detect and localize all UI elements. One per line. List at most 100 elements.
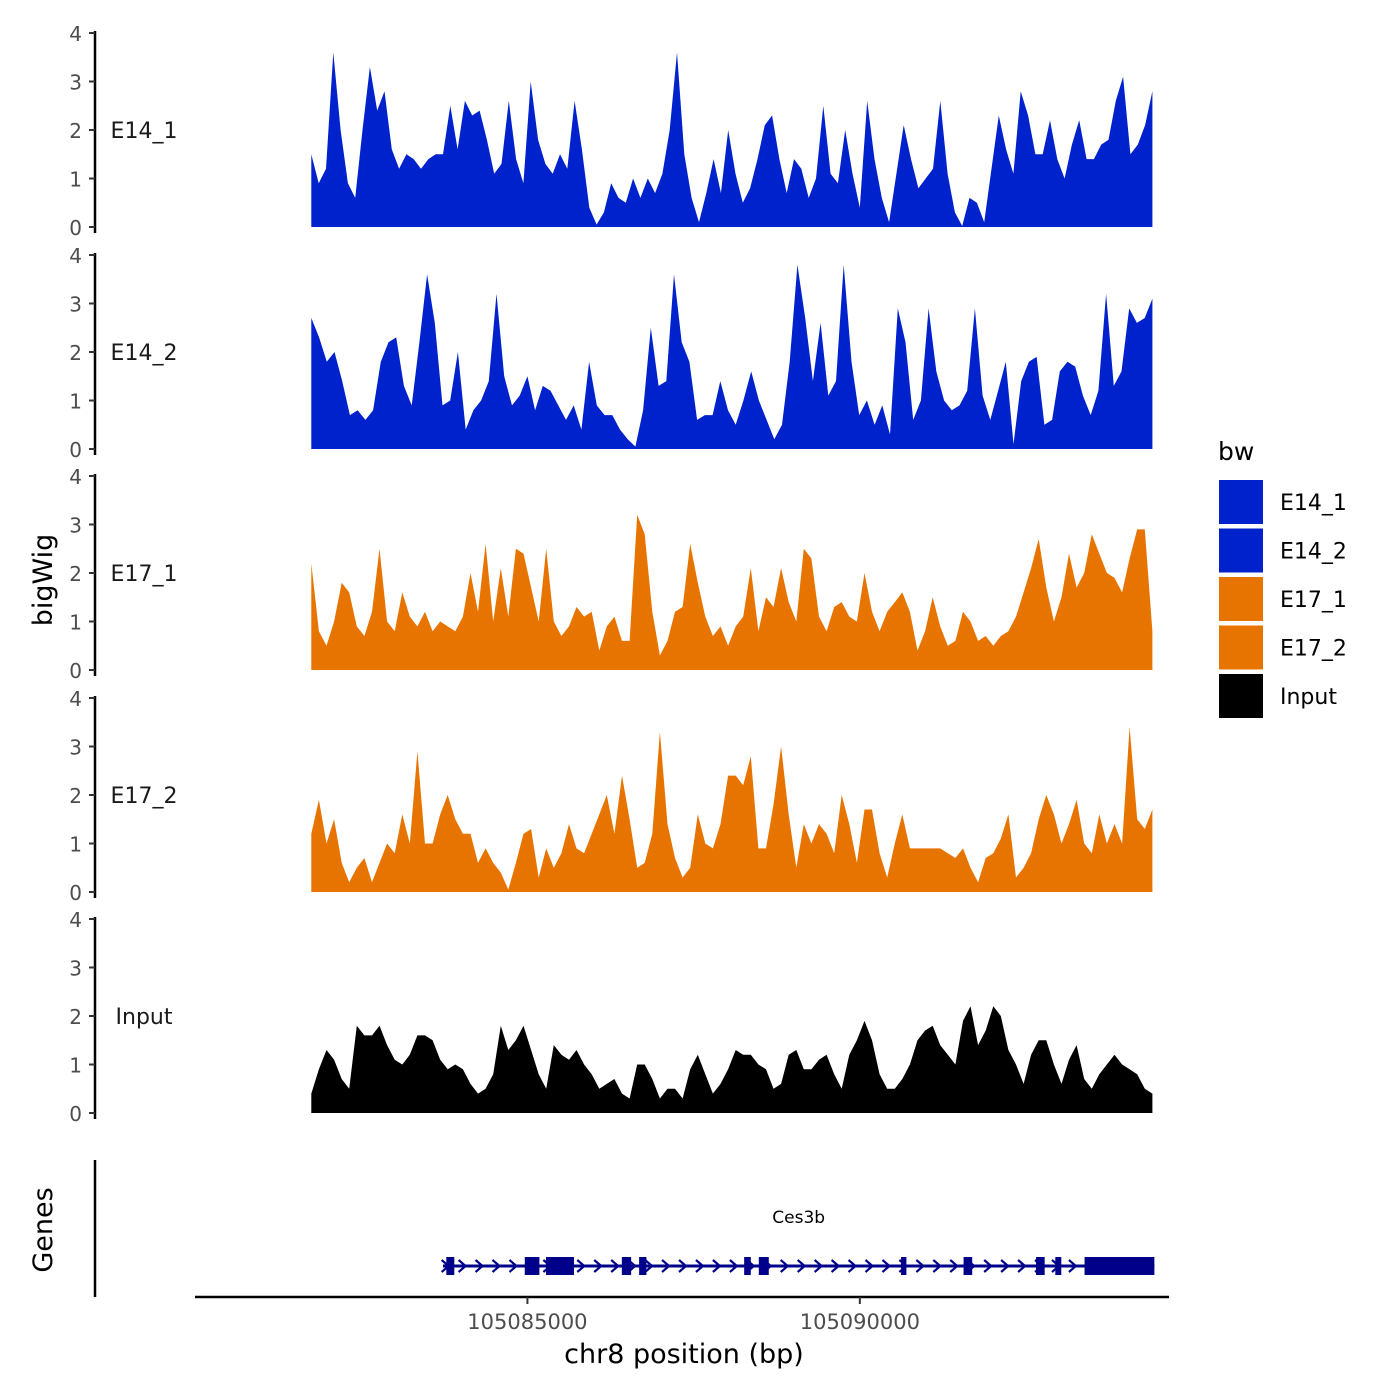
exon-5 xyxy=(639,1257,647,1275)
y-tick-label-e17-1-0: 0 xyxy=(69,659,82,683)
area-e14-1 xyxy=(311,52,1153,228)
y-tick-label-e17-1-3: 3 xyxy=(69,514,82,538)
track-e14-2: 0 1 2 3 4 E14_2 xyxy=(69,244,1153,462)
strand-arrow xyxy=(915,1259,926,1273)
legend-label-e17-1: E17_1 xyxy=(1280,588,1347,613)
legend-label-e14-1: E14_1 xyxy=(1280,491,1347,516)
legend-key-e14-1 xyxy=(1219,480,1263,524)
track-input: 0 1 2 3 4 Input xyxy=(69,908,1153,1126)
y-tick-label-e14-2-0: 0 xyxy=(69,438,82,462)
track-e14-1: 0 1 2 3 4 E14_1 xyxy=(69,22,1153,240)
y-tick-label-e14-2-1: 1 xyxy=(69,390,82,414)
strand-arrow xyxy=(576,1259,586,1273)
strand-arrow xyxy=(830,1259,841,1273)
y-tick-label-input-2: 2 xyxy=(69,1005,82,1029)
y-tick-label-e14-1-0: 0 xyxy=(69,216,82,240)
gene-label: Ces3b xyxy=(772,1208,825,1228)
track-label-e17-1: E17_1 xyxy=(111,562,178,587)
y-tick-label-e17-1-2: 2 xyxy=(69,562,82,586)
gene-panel: Ces3b xyxy=(93,1160,1155,1297)
exon-12 xyxy=(1084,1257,1155,1275)
exon-11 xyxy=(1055,1257,1062,1275)
exon-8 xyxy=(901,1257,907,1275)
track-label-e17-2: E17_2 xyxy=(111,784,178,809)
strand-arrow xyxy=(864,1259,875,1273)
track-label-e14-2: E14_2 xyxy=(111,341,178,366)
y-tick-label-input-0: 0 xyxy=(69,1102,82,1126)
strand-arrow xyxy=(644,1259,654,1273)
y-tick-label-e17-2-0: 0 xyxy=(69,881,82,905)
strand-arrow xyxy=(1068,1259,1078,1273)
track-label-e14-1: E14_1 xyxy=(111,119,178,144)
y-tick-label-e17-1-4: 4 xyxy=(69,465,82,489)
area-e17-2 xyxy=(311,727,1153,892)
exon-6 xyxy=(744,1257,751,1275)
strand-arrow xyxy=(847,1259,858,1273)
legend-label-input: Input xyxy=(1280,685,1337,710)
y-tick-label-e14-1-1: 1 xyxy=(69,168,82,192)
strand-arrow xyxy=(796,1259,807,1273)
y-tick-label-input-1: 1 xyxy=(69,1054,82,1078)
strand-arrow xyxy=(508,1259,519,1273)
strand-arrow xyxy=(729,1259,739,1273)
legend-key-e17-2 xyxy=(1219,625,1263,670)
strand-arrow xyxy=(932,1259,942,1273)
exon-7 xyxy=(758,1257,769,1275)
legend-title: bw xyxy=(1218,437,1254,466)
track-e17-2: 0 1 2 3 4 E17_2 xyxy=(69,687,1153,905)
legend: bw E14_1 E14_2 E17_1 E17_2 Input xyxy=(1218,437,1347,718)
strand-arrow xyxy=(661,1259,671,1273)
y-tick-label-e17-2-1: 1 xyxy=(69,833,82,857)
x-tick-label-105085000: 105085000 xyxy=(467,1310,587,1334)
exon-2 xyxy=(524,1257,540,1275)
area-e17-1 xyxy=(311,514,1153,670)
gene-ces3b: Ces3b xyxy=(440,1208,1155,1275)
strand-arrow xyxy=(1017,1259,1027,1273)
exon-1 xyxy=(446,1257,455,1275)
y-tick-label-e17-2-2: 2 xyxy=(69,784,82,808)
legend-key-input xyxy=(1219,674,1263,718)
strand-arrow xyxy=(695,1259,705,1273)
strand-arrow xyxy=(678,1259,688,1273)
y-tick-label-e14-1-2: 2 xyxy=(69,119,82,143)
strand-arrow xyxy=(780,1259,790,1273)
exon-10 xyxy=(1036,1257,1045,1275)
area-e14-2 xyxy=(311,264,1153,449)
strand-arrow xyxy=(881,1259,892,1273)
y-tick-label-e17-2-4: 4 xyxy=(69,687,82,711)
y-axis-title: bigWig xyxy=(28,534,59,627)
y-tick-label-input-4: 4 xyxy=(69,908,82,932)
track-label-input: Input xyxy=(116,1005,173,1030)
strand-arrow xyxy=(610,1259,620,1273)
legend-label-e14-2: E14_2 xyxy=(1280,540,1347,565)
strand-arrow xyxy=(593,1259,603,1273)
y-tick-label-input-3: 3 xyxy=(69,957,82,981)
x-tick-label-105090000: 105090000 xyxy=(800,1310,920,1334)
legend-key-e17-1 xyxy=(1219,577,1263,621)
strand-arrow xyxy=(949,1259,959,1273)
signal-tracks: 0 1 2 3 4 E14_1 0 1 2 3 4 E14_2 0 1 2 3 4 E17_1 0 1 2 3 4 E17_2… xyxy=(69,22,1153,1126)
y-tick-label-e14-1-4: 4 xyxy=(69,22,82,46)
strand-arrow xyxy=(491,1259,502,1273)
strand-arrow xyxy=(457,1259,468,1273)
strand-arrow xyxy=(712,1259,722,1273)
genes-axis-title: Genes xyxy=(28,1187,59,1272)
legend-key-e14-2 xyxy=(1219,528,1263,573)
y-tick-label-e14-2-4: 4 xyxy=(69,244,82,268)
legend-label-e17-2: E17_2 xyxy=(1280,637,1347,662)
strand-arrow xyxy=(1000,1259,1010,1273)
y-tick-label-e17-2-3: 3 xyxy=(69,736,82,760)
y-tick-label-e14-2-3: 3 xyxy=(69,293,82,317)
strand-arrow xyxy=(474,1259,485,1273)
y-tick-label-e14-2-2: 2 xyxy=(69,341,82,365)
strand-arrow xyxy=(813,1259,824,1273)
x-axis-title: chr8 position (bp) xyxy=(564,1339,804,1370)
y-tick-label-e14-1-3: 3 xyxy=(69,71,82,95)
track-e17-1: 0 1 2 3 4 E17_1 xyxy=(69,465,1153,683)
exon-3 xyxy=(546,1257,574,1275)
x-axis: 105085000 105090000 xyxy=(195,1295,1169,1334)
y-tick-label-e17-1-1: 1 xyxy=(69,611,82,635)
exon-4 xyxy=(621,1257,632,1275)
area-input xyxy=(311,1006,1153,1113)
